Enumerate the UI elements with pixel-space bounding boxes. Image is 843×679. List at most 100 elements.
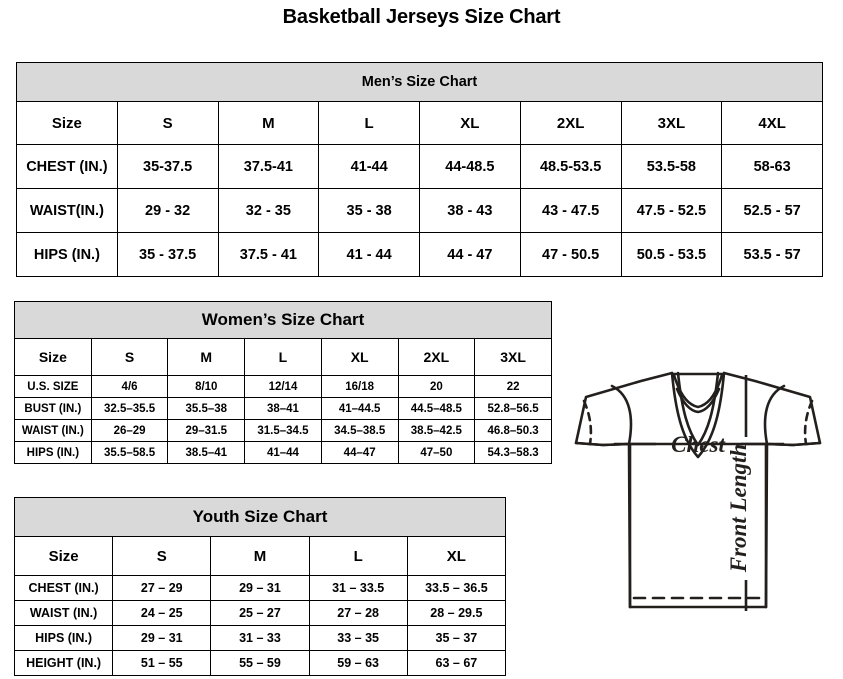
table-cell: 50.5 - 53.5	[620, 232, 723, 277]
row-label: U.S. SIZE	[14, 375, 92, 398]
front-length-label: Front Length	[726, 444, 751, 573]
womens-header-size: Size	[14, 338, 92, 376]
womens-header-3xl: 3XL	[474, 338, 552, 376]
table-cell: 41–44.5	[320, 397, 399, 420]
table-cell: 27 – 29	[112, 575, 212, 601]
table-cell: 20	[397, 375, 476, 398]
table-cell: 63 – 67	[406, 650, 507, 676]
table-row: HIPS (IN.) 29 – 31 31 – 33 33 – 35 35 – …	[13, 625, 507, 651]
table-cell: 52.5 - 57	[721, 188, 823, 233]
table-cell: 44.5–48.5	[397, 397, 476, 420]
table-cell: 26–29	[90, 419, 169, 442]
mens-header-s: S	[116, 101, 219, 145]
table-row: BUST (IN.) 32.5–35.5 35.5–38 38–41 41–44…	[14, 397, 552, 420]
table-cell: 34.5–38.5	[320, 419, 399, 442]
table-cell: 59 – 63	[308, 650, 408, 676]
table-cell: 35.5–38	[167, 397, 246, 420]
womens-header-row: Size S M L XL 2XL 3XL	[14, 338, 552, 376]
table-cell: 12/14	[244, 375, 322, 398]
table-cell: 51 – 55	[112, 650, 212, 676]
jersey-measurement-diagram: Chest Front Length	[556, 355, 841, 645]
table-cell: 29 - 32	[116, 188, 219, 233]
jersey-neckline-outer	[670, 371, 726, 459]
page-title: Basketball Jerseys Size Chart	[282, 6, 561, 28]
row-label: WAIST (IN.)	[13, 600, 114, 626]
table-cell: 41–44	[244, 441, 322, 464]
youth-header-xl: XL	[406, 536, 507, 576]
row-label: WAIST(IN.)	[16, 188, 118, 233]
mens-header-2xl: 2XL	[519, 101, 622, 145]
mens-caption-row: Men’s Size Chart	[16, 62, 823, 102]
table-cell: 44 - 47	[419, 232, 521, 277]
row-label: CHEST (IN.)	[16, 144, 118, 189]
mens-size-table: Men’s Size Chart Size S M L XL 2XL 3XL 4…	[16, 62, 823, 277]
table-cell: 35 - 38	[318, 188, 420, 233]
row-label: HIPS (IN.)	[14, 441, 92, 464]
table-cell: 33.5 – 36.5	[406, 575, 507, 601]
table-cell: 38.5–41	[167, 441, 246, 464]
table-cell: 35 – 37	[406, 625, 507, 651]
table-cell: 33 – 35	[308, 625, 408, 651]
table-cell: 58-63	[721, 144, 823, 189]
jersey-left-cuff-dash	[582, 399, 593, 446]
table-cell: 8/10	[167, 375, 246, 398]
table-row: HIPS (IN.) 35 - 37.5 37.5 - 41 41 - 44 4…	[16, 232, 823, 277]
table-cell: 53.5 - 57	[721, 232, 823, 277]
table-cell: 38–41	[244, 397, 322, 420]
table-cell: 31.5–34.5	[244, 419, 322, 442]
jersey-left-armhole	[574, 384, 633, 447]
table-cell: 48.5-53.5	[519, 144, 622, 189]
mens-header-m: M	[217, 101, 320, 145]
jersey-body-outline	[628, 442, 768, 609]
youth-header-s: S	[112, 536, 212, 576]
table-cell: 53.5-58	[620, 144, 723, 189]
mens-header-4xl: 4XL	[721, 101, 823, 145]
chest-label: Chest	[671, 432, 725, 457]
row-label: HEIGHT (IN.)	[13, 650, 114, 676]
table-cell: 32.5–35.5	[90, 397, 169, 420]
jersey-left-outline	[574, 371, 674, 609]
table-row: HIPS (IN.) 35.5–58.5 38.5–41 41–44 44–47…	[14, 441, 552, 464]
mens-table-caption: Men’s Size Chart	[16, 62, 823, 102]
table-row: WAIST (IN.) 26–29 29–31.5 31.5–34.5 34.5…	[14, 419, 552, 442]
womens-table-caption: Women’s Size Chart	[14, 301, 552, 339]
youth-header-size: Size	[13, 536, 114, 576]
mens-header-3xl: 3XL	[620, 101, 723, 145]
youth-table-caption: Youth Size Chart	[14, 497, 506, 537]
row-label: BUST (IN.)	[14, 397, 92, 420]
jersey-right-cuff-dash	[803, 399, 814, 446]
table-cell: 47.5 - 52.5	[620, 188, 723, 233]
womens-size-table: Women’s Size Chart Size S M L XL 2XL 3XL…	[14, 301, 552, 464]
table-cell: 29 – 31	[210, 575, 310, 601]
row-label: CHEST (IN.)	[13, 575, 114, 601]
table-cell: 29 – 31	[112, 625, 212, 651]
table-cell: 37.5 - 41	[217, 232, 320, 277]
womens-header-l: L	[244, 338, 322, 376]
table-cell: 37.5-41	[217, 144, 320, 189]
table-row: CHEST (IN.) 27 – 29 29 – 31 31 – 33.5 33…	[13, 575, 507, 601]
table-cell: 38 - 43	[419, 188, 521, 233]
row-label: HIPS (IN.)	[16, 232, 118, 277]
table-cell: 4/6	[90, 375, 169, 398]
table-cell: 38.5–42.5	[397, 419, 476, 442]
table-cell: 44–47	[320, 441, 399, 464]
womens-caption-row: Women’s Size Chart	[14, 301, 552, 339]
table-cell: 41 - 44	[318, 232, 420, 277]
table-cell: 35-37.5	[116, 144, 219, 189]
jersey-outline-group	[574, 371, 822, 609]
table-cell: 35 - 37.5	[116, 232, 219, 277]
womens-header-s: S	[90, 338, 169, 376]
mens-header-size: Size	[16, 101, 118, 145]
youth-header-m: M	[210, 536, 310, 576]
row-label: WAIST (IN.)	[14, 419, 92, 442]
mens-header-l: L	[318, 101, 420, 145]
row-label: HIPS (IN.)	[13, 625, 114, 651]
table-cell: 28 – 29.5	[406, 600, 507, 626]
jersey-collar-arc-outer	[672, 373, 724, 409]
table-row: WAIST (IN.) 24 – 25 25 – 27 27 – 28 28 –…	[13, 600, 507, 626]
table-cell: 35.5–58.5	[90, 441, 169, 464]
table-row: WAIST(IN.) 29 - 32 32 - 35 35 - 38 38 - …	[16, 188, 823, 233]
table-cell: 31 – 33.5	[308, 575, 408, 601]
youth-size-table: Youth Size Chart Size S M L XL CHEST (IN…	[13, 497, 507, 676]
youth-header-l: L	[308, 536, 408, 576]
